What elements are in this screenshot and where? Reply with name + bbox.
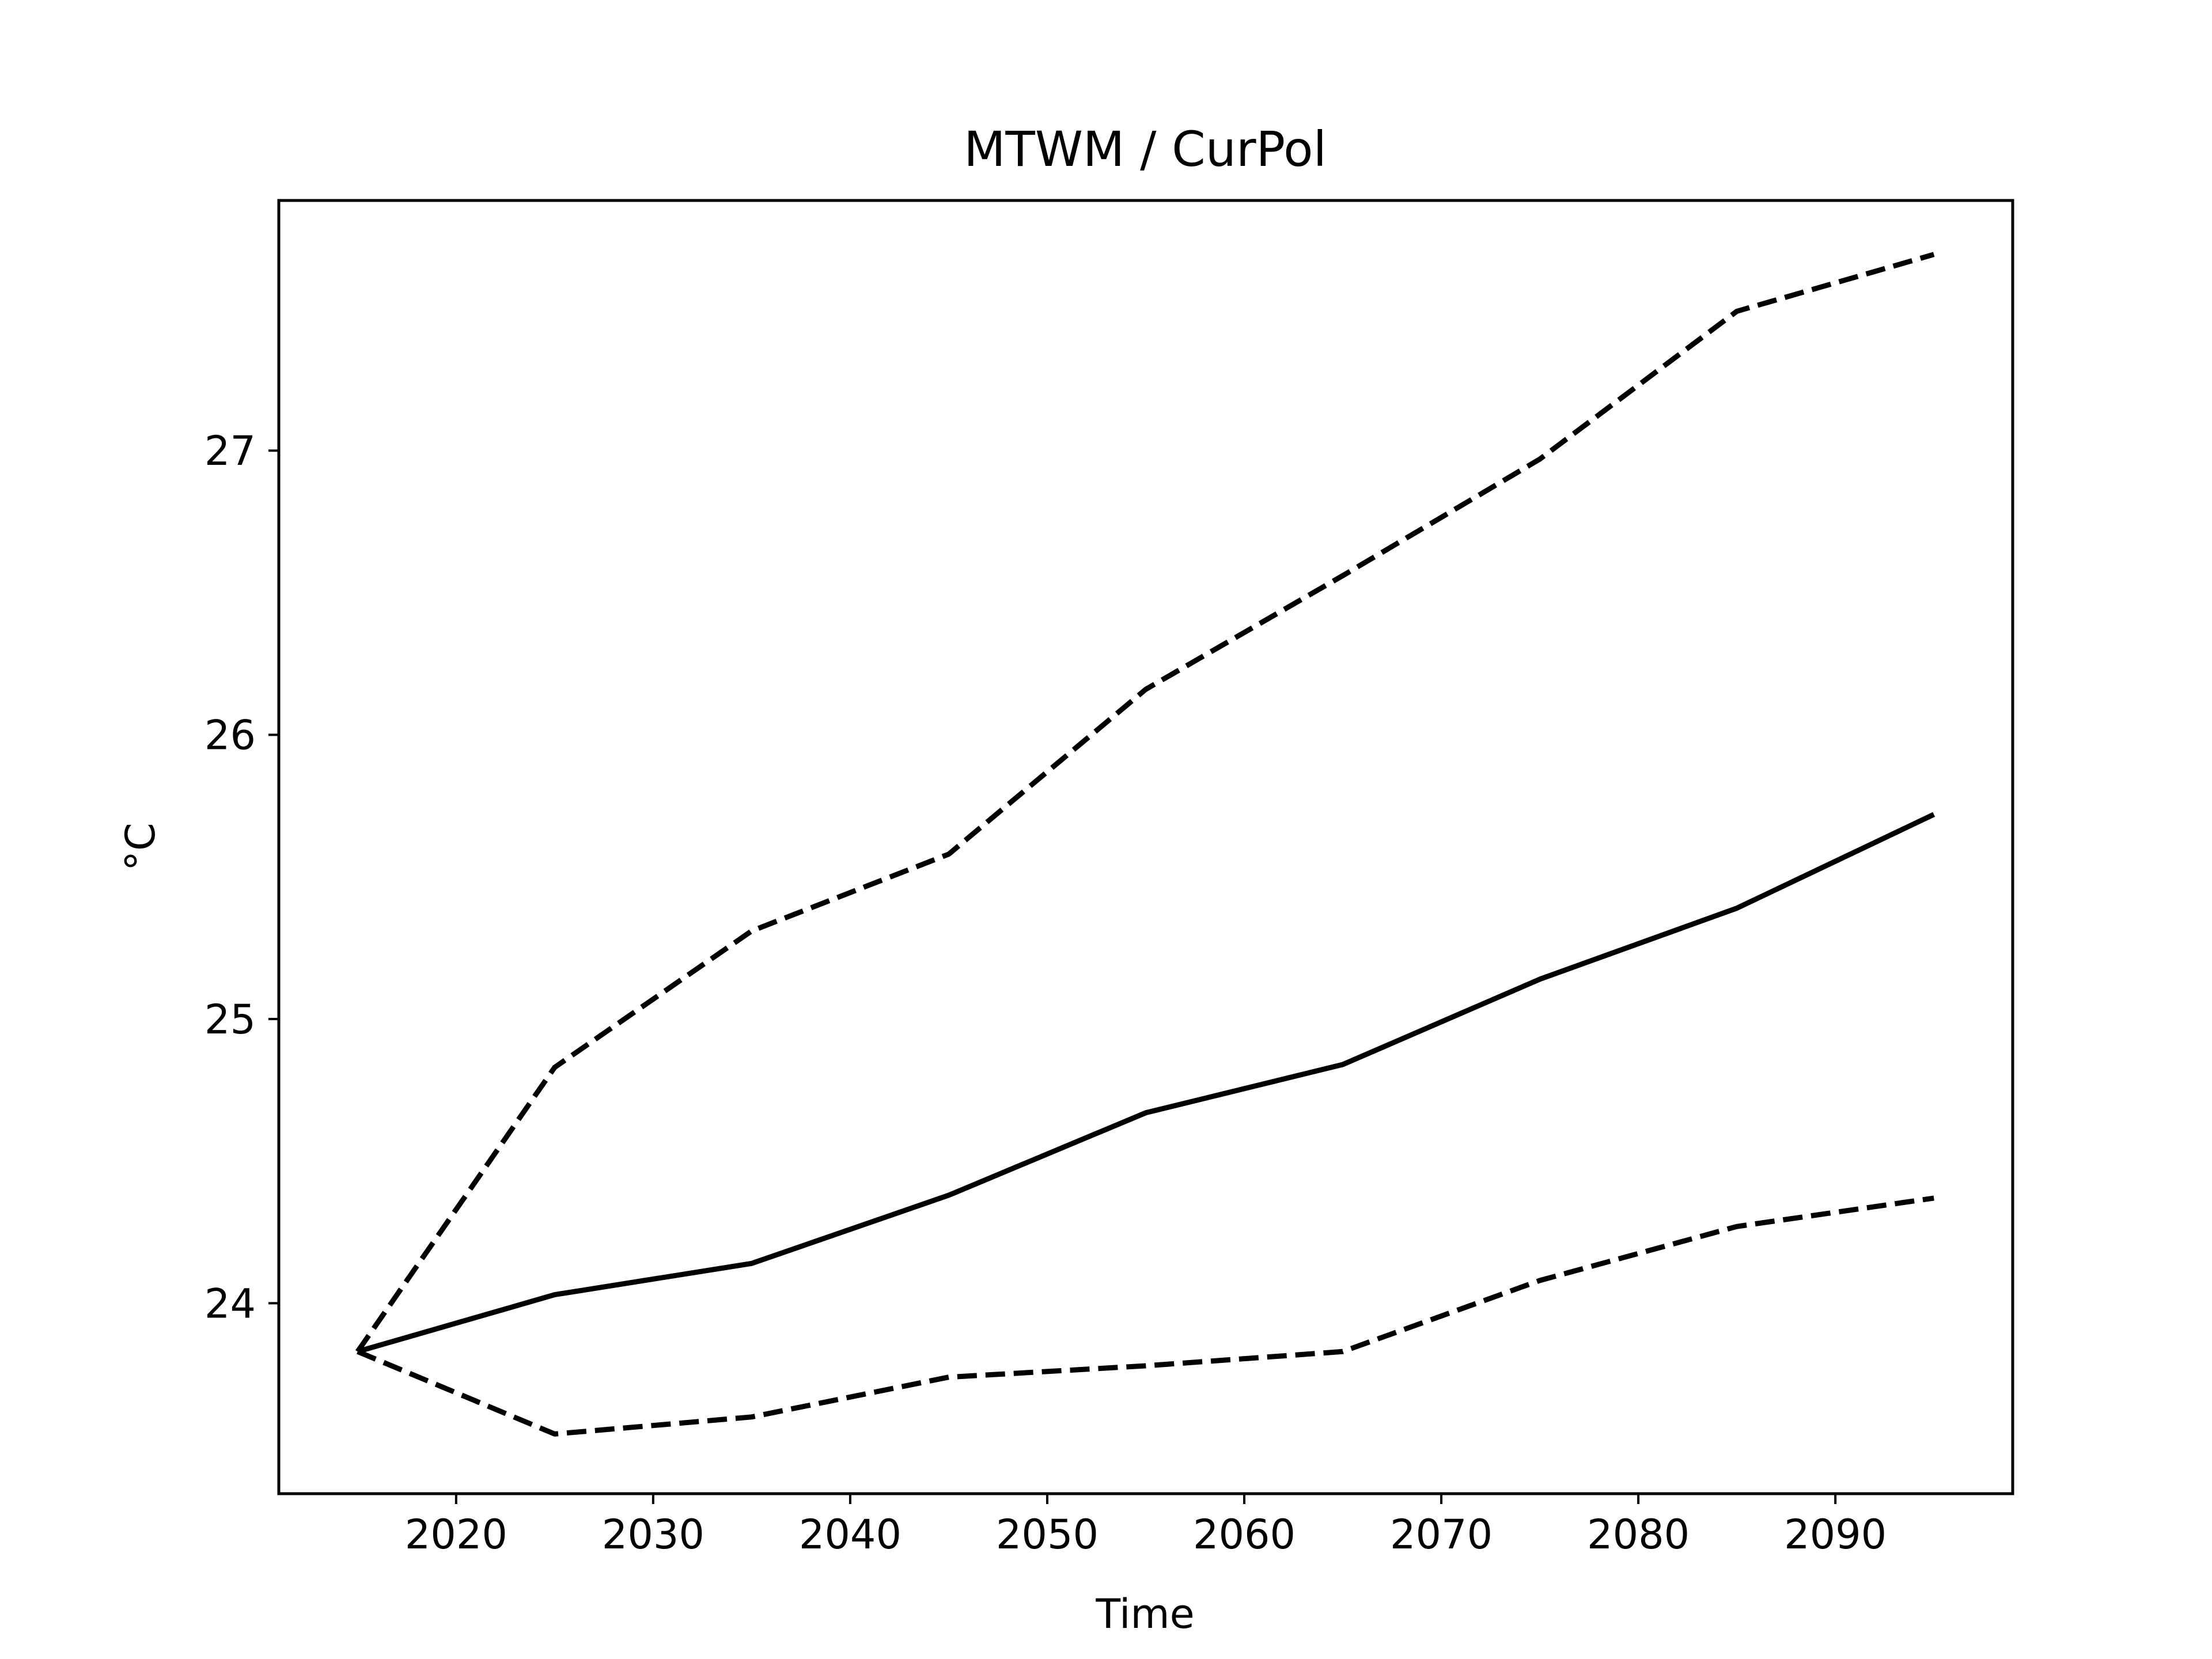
x-tick-label: 2030 [602, 1511, 704, 1558]
series-line-2 [355, 252, 1935, 1353]
x-axis-label: Time [1095, 1590, 1194, 1638]
x-tick-label: 2070 [1390, 1511, 1493, 1558]
x-tick-label: 2050 [996, 1511, 1099, 1558]
x-tick-label: 2040 [799, 1511, 902, 1558]
x-axis-ticks: 2020 2030 2040 2050 2060 2070 2080 2090 [405, 1494, 1887, 1558]
series-line-3 [357, 1195, 1934, 1437]
plot-area-frame [277, 199, 2014, 1495]
y-axis-ticks: 24 25 26 27 [204, 427, 279, 1327]
x-tick-label: 2020 [405, 1511, 507, 1558]
x-tick-label: 2080 [1587, 1511, 1690, 1558]
chart-title: MTWM / CurPol [964, 121, 1327, 177]
series-layer [355, 252, 1936, 1437]
y-tick-label: 24 [204, 1280, 256, 1327]
y-tick-label: 25 [204, 996, 256, 1043]
y-tick-label: 27 [204, 427, 256, 475]
x-tick-label: 2060 [1193, 1511, 1296, 1558]
y-axis-label: °C [117, 823, 164, 871]
y-tick-label: 26 [204, 712, 256, 759]
series-line-1 [357, 812, 1936, 1354]
x-tick-label: 2090 [1784, 1511, 1887, 1558]
